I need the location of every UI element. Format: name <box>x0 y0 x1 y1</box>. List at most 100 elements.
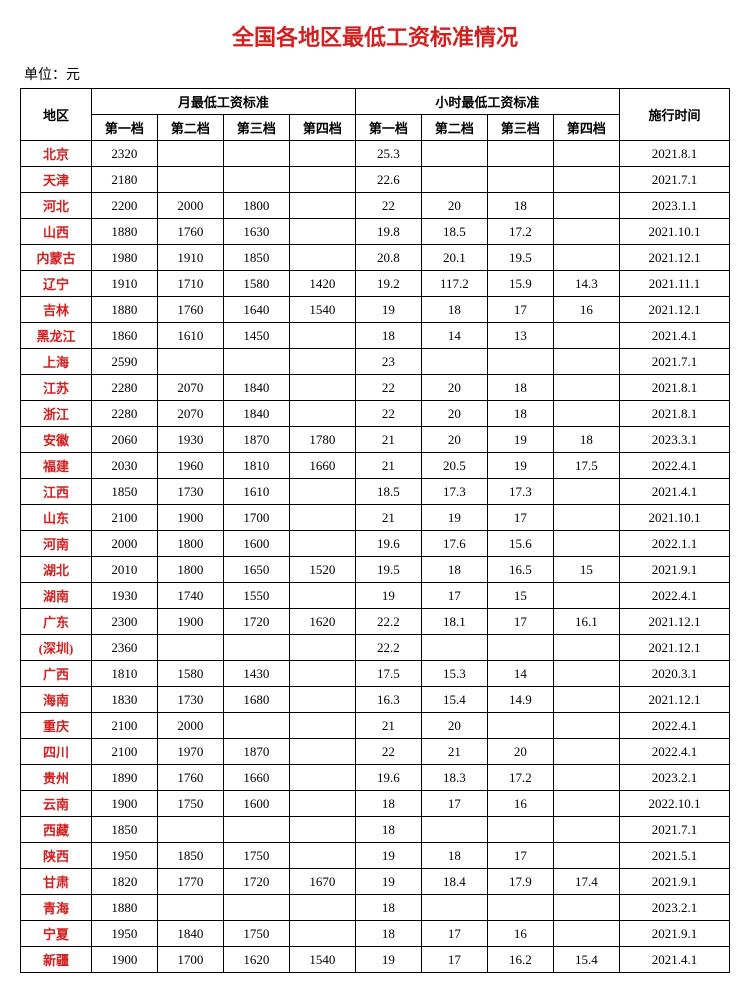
monthly-tier4 <box>289 791 355 817</box>
hourly-tier1: 16.3 <box>355 687 421 713</box>
hourly-tier4 <box>553 895 619 921</box>
header-m-tier3: 第三档 <box>223 115 289 141</box>
hourly-tier3: 17 <box>487 609 553 635</box>
monthly-tier2: 1930 <box>157 427 223 453</box>
hourly-tier1: 22.6 <box>355 167 421 193</box>
table-row: 上海2590232021.7.1 <box>21 349 730 375</box>
monthly-tier1: 1820 <box>91 869 157 895</box>
monthly-tier2: 1750 <box>157 791 223 817</box>
header-m-tier1: 第一档 <box>91 115 157 141</box>
hourly-tier1: 18 <box>355 323 421 349</box>
date-cell: 2021.11.1 <box>619 271 729 297</box>
hourly-tier2: 19 <box>421 505 487 531</box>
hourly-tier4 <box>553 765 619 791</box>
hourly-tier3: 17 <box>487 505 553 531</box>
monthly-tier1: 1950 <box>91 843 157 869</box>
table-row: 宁夏1950184017501817162021.9.1 <box>21 921 730 947</box>
hourly-tier3: 16.2 <box>487 947 553 973</box>
monthly-tier4: 1620 <box>289 609 355 635</box>
region-cell: 江苏 <box>21 375 92 401</box>
date-cell: 2022.1.1 <box>619 531 729 557</box>
monthly-tier3: 1620 <box>223 947 289 973</box>
header-monthly: 月最低工资标准 <box>91 89 355 115</box>
hourly-tier1: 18 <box>355 895 421 921</box>
hourly-tier1: 19.8 <box>355 219 421 245</box>
hourly-tier2: 20 <box>421 193 487 219</box>
hourly-tier4 <box>553 245 619 271</box>
date-cell: 2021.8.1 <box>619 401 729 427</box>
hourly-tier4 <box>553 687 619 713</box>
hourly-tier2: 18.3 <box>421 765 487 791</box>
table-row: 天津218022.62021.7.1 <box>21 167 730 193</box>
monthly-tier4 <box>289 141 355 167</box>
monthly-tier1: 1850 <box>91 479 157 505</box>
monthly-tier4 <box>289 245 355 271</box>
table-row: 河南20001800160019.617.615.62022.1.1 <box>21 531 730 557</box>
monthly-tier1: 2180 <box>91 167 157 193</box>
monthly-tier3: 1720 <box>223 609 289 635</box>
monthly-tier4 <box>289 219 355 245</box>
header-h-tier4: 第四档 <box>553 115 619 141</box>
date-cell: 2021.9.1 <box>619 557 729 583</box>
hourly-tier1: 19 <box>355 843 421 869</box>
hourly-tier1: 22.2 <box>355 635 421 661</box>
monthly-tier2: 1850 <box>157 843 223 869</box>
monthly-tier2: 1760 <box>157 219 223 245</box>
hourly-tier2: 117.2 <box>421 271 487 297</box>
monthly-tier2: 1730 <box>157 479 223 505</box>
hourly-tier2: 18 <box>421 557 487 583</box>
hourly-tier4 <box>553 531 619 557</box>
monthly-tier3: 1600 <box>223 791 289 817</box>
hourly-tier3 <box>487 141 553 167</box>
hourly-tier3 <box>487 635 553 661</box>
table-row: 黑龙江1860161014501814132021.4.1 <box>21 323 730 349</box>
monthly-tier1: 2010 <box>91 557 157 583</box>
monthly-tier4 <box>289 713 355 739</box>
monthly-tier2 <box>157 895 223 921</box>
table-row: 广西18101580143017.515.3142020.3.1 <box>21 661 730 687</box>
hourly-tier4 <box>553 323 619 349</box>
region-cell: 北京 <box>21 141 92 167</box>
table-row: 山东2100190017002119172021.10.1 <box>21 505 730 531</box>
region-cell: 江西 <box>21 479 92 505</box>
hourly-tier4 <box>553 505 619 531</box>
date-cell: 2023.2.1 <box>619 765 729 791</box>
hourly-tier2: 17 <box>421 583 487 609</box>
monthly-tier2: 1770 <box>157 869 223 895</box>
monthly-tier2: 1760 <box>157 297 223 323</box>
hourly-tier4: 16.1 <box>553 609 619 635</box>
monthly-tier4: 1420 <box>289 271 355 297</box>
region-cell: 福建 <box>21 453 92 479</box>
hourly-tier4 <box>553 219 619 245</box>
monthly-tier2: 1580 <box>157 661 223 687</box>
hourly-tier1: 19 <box>355 869 421 895</box>
table-row: 海南18301730168016.315.414.92021.12.1 <box>21 687 730 713</box>
table-row: 江苏2280207018402220182021.8.1 <box>21 375 730 401</box>
monthly-tier2: 1730 <box>157 687 223 713</box>
hourly-tier4 <box>553 375 619 401</box>
monthly-tier3 <box>223 817 289 843</box>
hourly-tier2: 18.5 <box>421 219 487 245</box>
monthly-tier4 <box>289 921 355 947</box>
monthly-tier3: 1430 <box>223 661 289 687</box>
hourly-tier1: 20.8 <box>355 245 421 271</box>
monthly-tier1: 2300 <box>91 609 157 635</box>
date-cell: 2023.3.1 <box>619 427 729 453</box>
hourly-tier3: 15.9 <box>487 271 553 297</box>
date-cell: 2022.4.1 <box>619 713 729 739</box>
table-row: 安徽2060193018701780212019182023.3.1 <box>21 427 730 453</box>
hourly-tier3: 18 <box>487 193 553 219</box>
hourly-tier4 <box>553 843 619 869</box>
monthly-tier4 <box>289 687 355 713</box>
monthly-tier4 <box>289 739 355 765</box>
hourly-tier3: 16 <box>487 921 553 947</box>
hourly-tier3: 17.3 <box>487 479 553 505</box>
monthly-tier3: 1840 <box>223 375 289 401</box>
monthly-tier3 <box>223 141 289 167</box>
region-cell: 云南 <box>21 791 92 817</box>
monthly-tier4 <box>289 635 355 661</box>
date-cell: 2021.12.1 <box>619 687 729 713</box>
date-cell: 2021.4.1 <box>619 947 729 973</box>
monthly-tier3: 1800 <box>223 193 289 219</box>
monthly-tier2: 1900 <box>157 609 223 635</box>
